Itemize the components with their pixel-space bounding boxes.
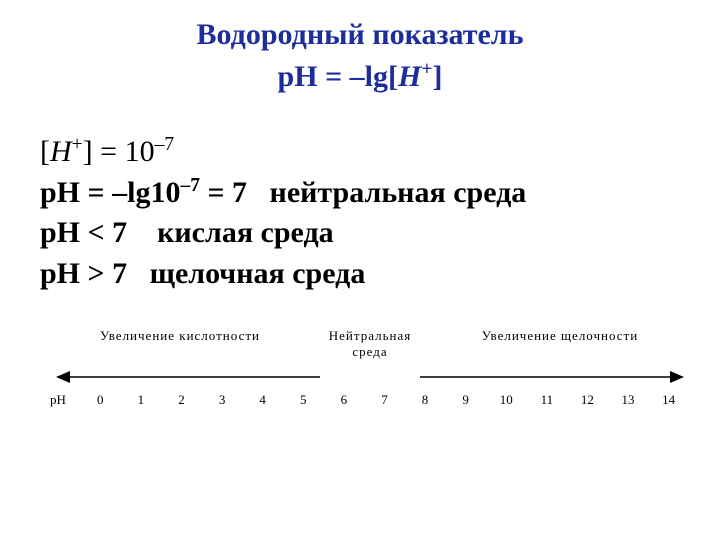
line-2: pH = –lg10–7 = 7 нейтральная среда <box>40 173 680 214</box>
formula-eq: = <box>318 60 350 93</box>
scale-labels-row: Увеличение кислотности Нейтральная среда… <box>50 328 690 359</box>
l1-exp2: –7 <box>155 134 175 155</box>
formula-exp: + <box>421 59 432 80</box>
l1-open: [ <box>40 135 50 168</box>
line-4: pH > 7 щелочная среда <box>40 254 680 295</box>
formula-close: ] <box>432 60 442 93</box>
arrow-right-head <box>670 371 684 383</box>
tick-9: 9 <box>445 393 486 406</box>
ph-formula: pH = –lg[H+] <box>40 60 680 94</box>
scale-numbers: pH 0 1 2 3 4 5 6 7 8 9 10 11 12 13 14 <box>50 393 690 406</box>
formula-fn: lg[ <box>365 60 398 93</box>
tick-6: 6 <box>324 393 365 406</box>
formula-minus: – <box>350 60 365 93</box>
scale-label-right: Увеличение щелочности <box>430 328 690 359</box>
tick-0: 0 <box>80 393 121 406</box>
formula-lhs: pH <box>278 60 318 93</box>
page-title: Водородный показатель <box>40 18 680 52</box>
tick-8: 8 <box>405 393 446 406</box>
formula-var: H <box>398 60 421 93</box>
l2-b: = 7 нейтральная среда <box>200 176 526 209</box>
tick-11: 11 <box>527 393 568 406</box>
tick-14: 14 <box>648 393 689 406</box>
scale-label-center: Нейтральная среда <box>310 328 430 359</box>
tick-5: 5 <box>283 393 324 406</box>
line-3: pH < 7 кислая среда <box>40 213 680 254</box>
tick-1: 1 <box>121 393 162 406</box>
line-1: [H+] = 10–7 <box>40 132 680 173</box>
tick-2: 2 <box>161 393 202 406</box>
tick-3: 3 <box>202 393 243 406</box>
tick-7: 7 <box>364 393 405 406</box>
arrow-left-head <box>56 371 70 383</box>
l2-a: pH = –lg10 <box>40 176 180 209</box>
tick-12: 12 <box>567 393 608 406</box>
l1-var: H <box>50 135 72 168</box>
scale-arrows <box>50 365 690 389</box>
scale-ph-label: pH <box>50 393 80 406</box>
scale-label-left: Увеличение кислотности <box>50 328 310 359</box>
tick-13: 13 <box>608 393 649 406</box>
ph-scale: Увеличение кислотности Нейтральная среда… <box>50 328 690 406</box>
tick-4: 4 <box>242 393 283 406</box>
tick-10: 10 <box>486 393 527 406</box>
l1-exp: + <box>72 134 83 155</box>
scale-label-center-2: среда <box>352 344 387 359</box>
l2-exp: –7 <box>180 175 200 196</box>
l1-close: ] = 10 <box>83 135 155 168</box>
scale-label-center-1: Нейтральная <box>329 328 411 343</box>
